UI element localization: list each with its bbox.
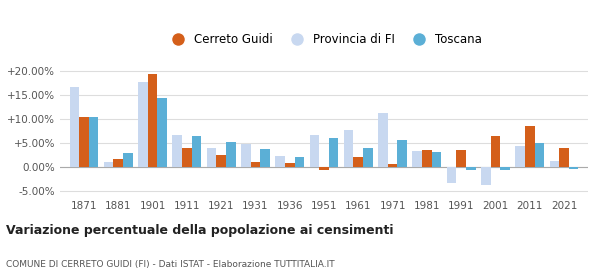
Bar — [191, 136, 201, 167]
Bar — [559, 148, 569, 167]
Bar — [182, 148, 191, 167]
Bar — [157, 98, 167, 167]
Bar — [148, 74, 157, 167]
Bar — [329, 138, 338, 167]
Bar — [344, 130, 353, 167]
Legend: Cerreto Guidi, Provincia di FI, Toscana: Cerreto Guidi, Provincia di FI, Toscana — [160, 27, 488, 52]
Bar — [138, 82, 148, 167]
Bar — [422, 150, 431, 167]
Bar — [172, 135, 182, 167]
Bar — [89, 117, 98, 167]
Bar — [550, 162, 559, 167]
Bar — [275, 156, 285, 167]
Bar — [260, 150, 270, 167]
Bar — [295, 157, 304, 167]
Bar — [217, 155, 226, 167]
Bar — [251, 162, 260, 167]
Bar — [79, 117, 89, 167]
Bar — [319, 167, 329, 170]
Bar — [207, 148, 217, 167]
Bar — [535, 143, 544, 167]
Bar — [104, 162, 113, 167]
Bar — [397, 140, 407, 167]
Bar — [431, 152, 441, 167]
Bar — [310, 135, 319, 167]
Bar — [515, 146, 525, 167]
Bar — [388, 164, 397, 167]
Bar — [491, 136, 500, 167]
Bar — [569, 167, 578, 169]
Bar — [70, 87, 79, 167]
Bar — [226, 142, 236, 167]
Bar — [481, 167, 491, 185]
Bar — [353, 157, 363, 167]
Bar — [447, 167, 457, 183]
Text: Variazione percentuale della popolazione ai censimenti: Variazione percentuale della popolazione… — [6, 224, 394, 237]
Bar — [285, 163, 295, 167]
Bar — [500, 167, 510, 170]
Bar — [123, 153, 133, 167]
Bar — [378, 113, 388, 167]
Bar — [241, 144, 251, 167]
Bar — [412, 151, 422, 167]
Bar — [525, 126, 535, 167]
Bar — [466, 167, 476, 170]
Bar — [363, 148, 373, 167]
Text: COMUNE DI CERRETO GUIDI (FI) - Dati ISTAT - Elaborazione TUTTITALIA.IT: COMUNE DI CERRETO GUIDI (FI) - Dati ISTA… — [6, 260, 335, 269]
Bar — [457, 150, 466, 167]
Bar — [113, 159, 123, 167]
